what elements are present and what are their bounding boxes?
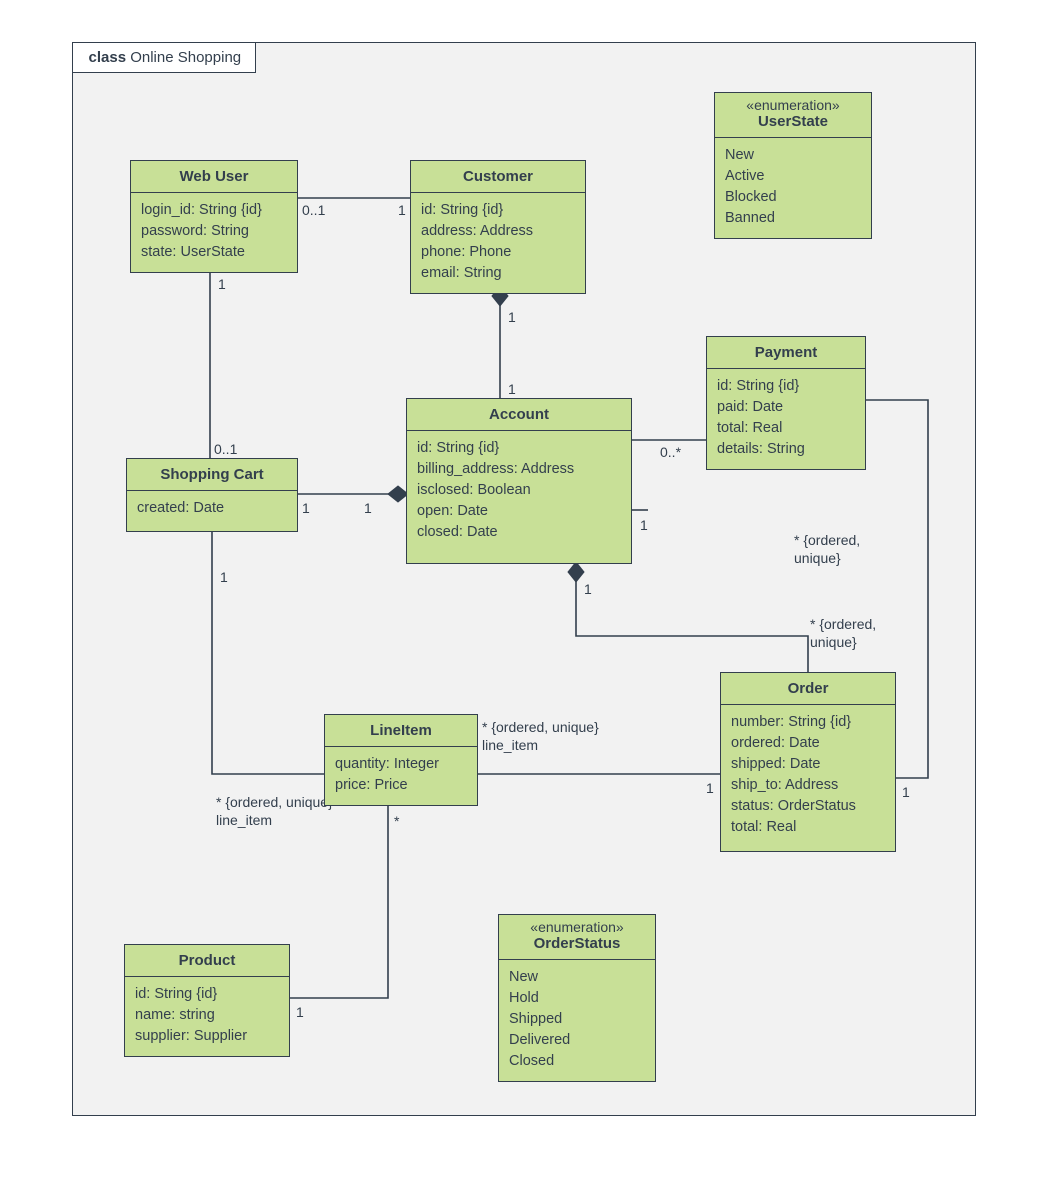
- class-attr: Shipped: [509, 1009, 645, 1030]
- class-attr: supplier: Supplier: [135, 1026, 279, 1047]
- class-attr: id: String {id}: [717, 376, 855, 397]
- class-title: Product: [125, 945, 289, 977]
- edge-label: 1: [584, 580, 592, 598]
- edge-label: * {ordered, unique}: [794, 531, 860, 567]
- class-payment: Paymentid: String {id}paid: Datetotal: R…: [706, 336, 866, 470]
- edge-label: 1: [296, 1003, 304, 1021]
- class-user_state: «enumeration»UserStateNewActiveBlockedBa…: [714, 92, 872, 239]
- class-attrs: quantity: Integerprice: Price: [325, 747, 477, 805]
- edge-account-order: [576, 564, 808, 672]
- class-title: Web User: [131, 161, 297, 193]
- class-attrs: id: String {id}billing_address: Addressi…: [407, 431, 631, 552]
- class-attr: billing_address: Address: [417, 459, 621, 480]
- class-attr: quantity: Integer: [335, 754, 467, 775]
- class-attr: ship_to: Address: [731, 775, 885, 796]
- class-title: Payment: [707, 337, 865, 369]
- class-attr: email: String: [421, 263, 575, 284]
- class-stereotype: «enumeration»: [499, 915, 655, 935]
- edge-label: * {ordered, unique} line_item: [216, 793, 333, 829]
- class-attr: state: UserState: [141, 242, 287, 263]
- class-attr: Active: [725, 166, 861, 187]
- class-attr: id: String {id}: [417, 438, 621, 459]
- class-attr: address: Address: [421, 221, 575, 242]
- class-title: OrderStatus: [499, 935, 655, 960]
- class-attrs: id: String {id}address: Addressphone: Ph…: [411, 193, 585, 293]
- class-attr: status: OrderStatus: [731, 796, 885, 817]
- class-attrs: NewHoldShippedDeliveredClosed: [499, 960, 655, 1081]
- class-attrs: id: String {id}paid: Datetotal: Realdeta…: [707, 369, 865, 469]
- edge-label: 1: [508, 380, 516, 398]
- class-attr: Hold: [509, 988, 645, 1009]
- edge-label: 1: [640, 516, 648, 534]
- edge-label: 0..*: [660, 443, 681, 461]
- edge-label: 1: [398, 201, 406, 219]
- class-attr: New: [725, 145, 861, 166]
- edge-label: 1: [218, 275, 226, 293]
- class-attr: Banned: [725, 208, 861, 229]
- class-attr: ordered: Date: [731, 733, 885, 754]
- class-product: Productid: String {id}name: stringsuppli…: [124, 944, 290, 1057]
- class-shopping_cart: Shopping Cart created: Date: [126, 458, 298, 532]
- edge-cart-lineitem: [212, 532, 324, 774]
- class-attr: password: String: [141, 221, 287, 242]
- class-attr: total: Real: [717, 418, 855, 439]
- class-attr: open: Date: [417, 501, 621, 522]
- class-attr: details: String: [717, 439, 855, 460]
- class-attr: Delivered: [509, 1030, 645, 1051]
- edge-label: * {ordered, unique} line_item: [482, 718, 599, 754]
- composition-diamond-icon: [388, 486, 408, 502]
- class-attr: name: string: [135, 1005, 279, 1026]
- class-attrs: id: String {id}name: stringsupplier: Sup…: [125, 977, 289, 1056]
- class-attr: shipped: Date: [731, 754, 885, 775]
- edge-label: 1: [508, 308, 516, 326]
- composition-diamond-icon: [568, 562, 584, 582]
- edge-label: 1: [902, 783, 910, 801]
- class-title: Order: [721, 673, 895, 705]
- edge-label: 0..1: [214, 440, 237, 458]
- class-attrs: NewActiveBlockedBanned: [715, 138, 871, 238]
- edge-label: 0..1: [302, 201, 325, 219]
- class-order_status: «enumeration»OrderStatusNewHoldShippedDe…: [498, 914, 656, 1082]
- edge-label: 1: [302, 499, 310, 517]
- class-stereotype: «enumeration»: [715, 93, 871, 113]
- class-order: Ordernumber: String {id}ordered: Dateshi…: [720, 672, 896, 852]
- class-attr: id: String {id}: [135, 984, 279, 1005]
- class-attr: New: [509, 967, 645, 988]
- edge-label: *: [394, 812, 399, 830]
- edge-label: 1: [364, 499, 372, 517]
- class-line_item: LineItemquantity: Integerprice: Price: [324, 714, 478, 806]
- class-title: Shopping Cart: [127, 459, 297, 491]
- class-attr: total: Real: [731, 817, 885, 838]
- class-attr: closed: Date: [417, 522, 621, 543]
- class-attr: isclosed: Boolean: [417, 480, 621, 501]
- class-attr: phone: Phone: [421, 242, 575, 263]
- class-title: UserState: [715, 113, 871, 138]
- class-web_user: Web Userlogin_id: String {id}password: S…: [130, 160, 298, 273]
- class-attrs: login_id: String {id}password: Stringsta…: [131, 193, 297, 272]
- class-attr: created: Date: [137, 498, 287, 519]
- class-attr: Closed: [509, 1051, 645, 1072]
- class-attr: paid: Date: [717, 397, 855, 418]
- class-attr: login_id: String {id}: [141, 200, 287, 221]
- class-title: Customer: [411, 161, 585, 193]
- class-title: Account: [407, 399, 631, 431]
- edge-label: 1: [220, 568, 228, 586]
- class-attr: id: String {id}: [421, 200, 575, 221]
- class-attrs: number: String {id}ordered: Dateshipped:…: [721, 705, 895, 847]
- class-account: Accountid: String {id}billing_address: A…: [406, 398, 632, 564]
- class-attr: number: String {id}: [731, 712, 885, 733]
- class-attr: price: Price: [335, 775, 467, 796]
- class-attr: Blocked: [725, 187, 861, 208]
- class-title: LineItem: [325, 715, 477, 747]
- edge-label: * {ordered, unique}: [810, 615, 876, 651]
- class-attrs: created: Date: [127, 491, 297, 528]
- class-customer: Customerid: String {id}address: Addressp…: [410, 160, 586, 294]
- edge-label: 1: [706, 779, 714, 797]
